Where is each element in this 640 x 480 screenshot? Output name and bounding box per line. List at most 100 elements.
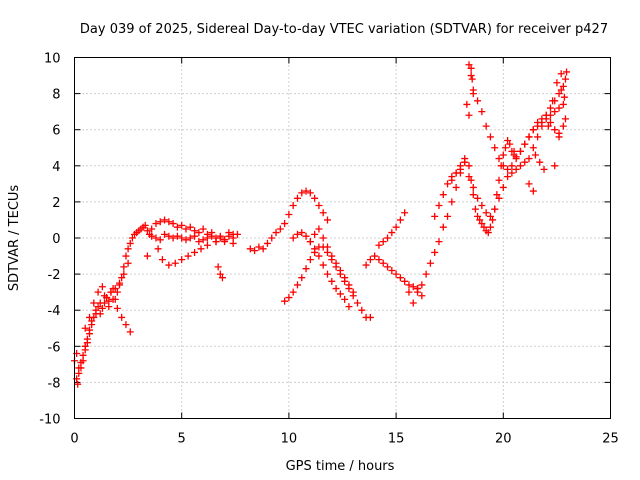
data-point bbox=[478, 220, 486, 228]
data-point bbox=[341, 274, 349, 282]
data-point bbox=[161, 230, 169, 238]
data-point bbox=[332, 259, 340, 267]
data-point bbox=[118, 313, 126, 321]
data-point bbox=[555, 90, 563, 98]
data-point bbox=[221, 236, 229, 244]
data-point bbox=[456, 162, 464, 170]
data-point bbox=[358, 306, 366, 314]
data-point bbox=[559, 100, 567, 108]
data-point bbox=[75, 364, 83, 372]
data-point bbox=[471, 205, 479, 213]
data-point bbox=[92, 310, 100, 318]
data-point bbox=[560, 93, 568, 101]
data-point bbox=[109, 295, 117, 303]
data-point bbox=[156, 218, 164, 226]
data-point bbox=[553, 79, 561, 87]
data-point bbox=[439, 191, 447, 199]
data-point bbox=[169, 234, 177, 242]
data-point bbox=[341, 295, 349, 303]
data-point bbox=[289, 288, 297, 296]
data-point bbox=[375, 241, 383, 249]
data-point bbox=[465, 162, 473, 170]
data-point bbox=[94, 303, 102, 311]
data-point bbox=[521, 140, 529, 148]
data-point bbox=[512, 155, 520, 163]
x-tick-label: 25 bbox=[602, 432, 619, 447]
data-point bbox=[534, 133, 542, 141]
data-point bbox=[388, 229, 396, 237]
data-point bbox=[480, 223, 488, 231]
data-point bbox=[557, 86, 565, 94]
data-point bbox=[285, 211, 293, 219]
data-point bbox=[474, 212, 482, 220]
data-point bbox=[493, 191, 501, 199]
data-point bbox=[94, 288, 102, 296]
data-point bbox=[418, 281, 426, 289]
data-point bbox=[540, 165, 548, 173]
data-point bbox=[293, 230, 301, 238]
data-point bbox=[401, 277, 409, 285]
data-point bbox=[516, 147, 524, 155]
x-tick-label: 5 bbox=[178, 432, 186, 447]
data-points bbox=[71, 61, 571, 388]
y-tick-label: -10 bbox=[39, 413, 60, 428]
y-tick-label: 4 bbox=[52, 160, 60, 175]
data-point bbox=[182, 236, 190, 244]
data-point bbox=[173, 232, 181, 240]
data-point bbox=[486, 133, 494, 141]
y-tick-label: 8 bbox=[52, 88, 60, 103]
data-point bbox=[465, 173, 473, 181]
data-point bbox=[74, 380, 82, 388]
data-point bbox=[405, 281, 413, 289]
chart-title: Day 039 of 2025, Sidereal Day-to-day VTE… bbox=[80, 22, 608, 37]
x-tick-label: 0 bbox=[70, 432, 78, 447]
y-tick-label: -8 bbox=[48, 376, 61, 391]
data-point bbox=[555, 133, 563, 141]
data-point bbox=[551, 108, 559, 116]
data-point bbox=[345, 281, 353, 289]
data-point bbox=[178, 234, 186, 242]
data-point bbox=[469, 90, 477, 98]
data-point bbox=[392, 270, 400, 278]
data-point bbox=[467, 72, 475, 80]
data-point bbox=[128, 234, 136, 242]
data-point bbox=[504, 137, 512, 145]
data-point bbox=[484, 229, 492, 237]
plot-frame bbox=[74, 57, 611, 419]
data-point bbox=[444, 180, 452, 188]
data-point bbox=[302, 232, 310, 240]
data-point bbox=[216, 232, 224, 240]
data-point bbox=[409, 299, 417, 307]
data-point bbox=[465, 111, 473, 119]
y-tick-label: 10 bbox=[44, 52, 61, 67]
data-point bbox=[414, 288, 422, 296]
data-point bbox=[336, 266, 344, 274]
data-point bbox=[482, 122, 490, 130]
data-point bbox=[538, 118, 546, 126]
data-point bbox=[448, 198, 456, 206]
data-point bbox=[495, 176, 503, 184]
data-point bbox=[311, 230, 319, 238]
data-point bbox=[508, 162, 516, 170]
data-point bbox=[98, 283, 106, 291]
data-point bbox=[113, 304, 121, 312]
data-point bbox=[486, 212, 494, 220]
data-point bbox=[81, 324, 89, 332]
data-point bbox=[319, 234, 327, 242]
data-point bbox=[467, 176, 475, 184]
y-tick-label: 0 bbox=[52, 232, 60, 247]
data-point bbox=[216, 270, 224, 278]
data-point bbox=[384, 234, 392, 242]
data-point bbox=[319, 261, 327, 269]
data-point bbox=[272, 229, 280, 237]
data-point bbox=[486, 223, 494, 231]
data-point bbox=[169, 220, 177, 228]
data-point bbox=[525, 155, 533, 163]
data-point bbox=[506, 140, 514, 148]
data-point bbox=[476, 216, 484, 224]
data-point bbox=[86, 326, 94, 334]
data-point bbox=[463, 100, 471, 108]
data-point bbox=[154, 245, 162, 253]
data-point bbox=[161, 216, 169, 224]
data-point bbox=[366, 313, 374, 321]
